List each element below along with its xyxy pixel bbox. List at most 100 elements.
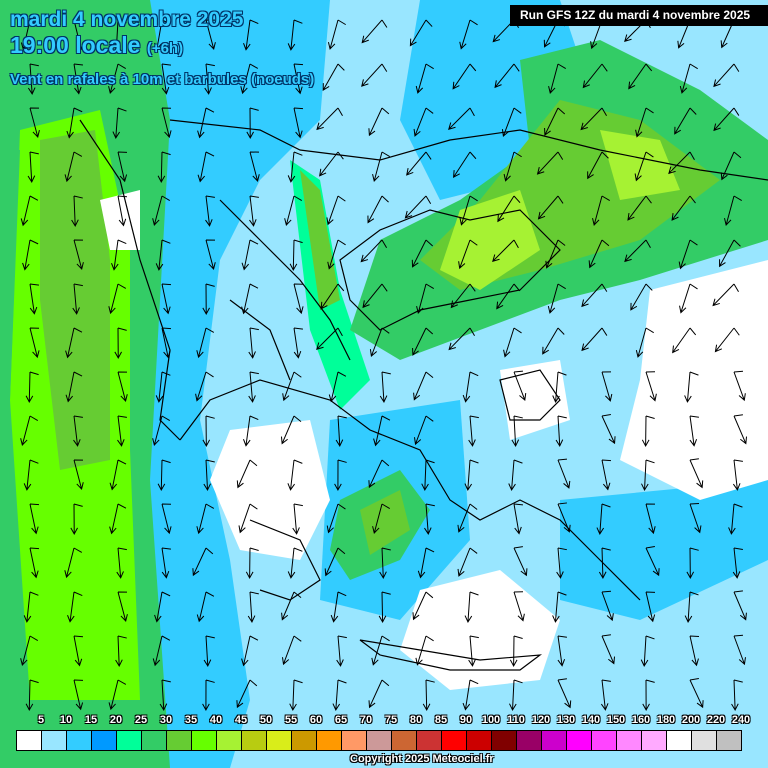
wind-barb-arrow	[557, 458, 571, 489]
wind-barb-arrow	[601, 371, 613, 402]
legend-swatch	[42, 731, 67, 750]
wind-barb-arrow	[627, 195, 652, 221]
wind-barb-arrow	[372, 503, 391, 534]
wind-barb-arrow	[415, 63, 434, 94]
legend-swatch	[417, 731, 442, 750]
legend-label: 25	[134, 714, 148, 726]
wind-barb-arrow	[378, 591, 391, 624]
wind-barb-arrow	[197, 107, 215, 139]
wind-barb-arrow	[287, 151, 303, 183]
wind-barb-arrow	[671, 195, 696, 221]
wind-barb-arrow	[152, 635, 171, 667]
legend-label: 160	[631, 714, 651, 726]
wind-barb-arrow	[64, 151, 83, 183]
legend-swatch	[242, 731, 267, 750]
wind-barb-arrow	[494, 63, 520, 89]
color-legend	[16, 730, 742, 751]
legend-swatch	[367, 731, 392, 750]
coastlines-borders	[79, 119, 768, 671]
wind-barb-arrow	[679, 283, 698, 314]
wind-barb-arrow	[152, 195, 171, 227]
wind-barb-arrow	[202, 283, 215, 316]
wind-barb-arrow	[686, 547, 699, 580]
wind-barb-arrow	[733, 634, 746, 666]
wind-barb-arrow	[379, 547, 391, 580]
wind-barb-arrow	[362, 283, 388, 309]
wind-barb-arrow	[161, 283, 172, 315]
wind-barb-arrow	[458, 239, 478, 270]
legend-label: 60	[309, 714, 323, 726]
wind-barb-arrow	[509, 635, 523, 668]
wind-barb-arrow	[330, 591, 347, 623]
wind-barb-arrow	[368, 107, 390, 137]
legend-label: 70	[359, 714, 373, 726]
legend-swatch	[267, 731, 292, 750]
wind-barb-arrow	[413, 371, 434, 401]
legend-swatch	[17, 731, 42, 750]
wind-barb-arrow	[327, 19, 346, 50]
wind-barb-arrow	[287, 19, 303, 51]
wind-barb-arrow	[109, 503, 127, 535]
wind-barb-arrow	[732, 547, 743, 579]
wind-barb-arrow	[66, 107, 83, 139]
wind-barb-arrow	[114, 327, 127, 360]
wind-barb-arrow	[109, 459, 127, 491]
wind-barb-arrow	[249, 195, 259, 227]
wind-barb-arrow	[404, 195, 432, 219]
wind-barb-arrow	[555, 415, 567, 447]
legend-swatch	[167, 731, 192, 750]
wind-barb-arrow	[281, 591, 302, 621]
legend-label: 220	[706, 714, 726, 726]
wind-barb-arrow	[409, 19, 433, 47]
wind-barb-arrow	[580, 107, 607, 131]
legend-swatch	[317, 731, 342, 750]
legend-label: 150	[606, 714, 626, 726]
wind-barb-arrow	[154, 19, 171, 51]
wind-barb-arrow	[645, 546, 660, 577]
legend-label: 40	[209, 714, 223, 726]
wind-barb-arrow	[406, 151, 432, 176]
legend-label: 240	[731, 714, 751, 726]
wind-barb-arrow	[635, 327, 654, 358]
wind-barb-arrow	[287, 459, 303, 491]
wind-barb-arrow	[448, 107, 475, 130]
wind-barb-arrow	[674, 107, 697, 135]
wind-barb-arrow	[316, 327, 343, 350]
wind-barb-arrow	[552, 591, 567, 623]
wind-barb-arrow	[293, 63, 304, 95]
wind-barb-arrow	[157, 459, 171, 492]
wind-barb-arrow	[635, 107, 654, 138]
wind-barb-arrow	[503, 327, 522, 358]
wind-barb-arrow	[29, 547, 40, 579]
wind-barb-arrow	[204, 63, 215, 95]
wind-barb-arrow	[368, 459, 390, 489]
wind-barb-arrow	[457, 503, 478, 533]
wind-barb-arrow	[712, 283, 739, 307]
wind-barb-arrow	[73, 679, 84, 711]
legend-swatch	[67, 731, 92, 750]
wind-barb-arrow	[588, 239, 610, 269]
wind-barb-arrow	[689, 458, 704, 489]
wind-barb-arrow	[20, 195, 39, 227]
wind-barb-arrow	[73, 63, 84, 95]
wind-barb-arrow	[70, 503, 83, 536]
wind-barb-arrow	[536, 151, 564, 175]
wind-barb-arrow	[634, 151, 654, 182]
wind-barb-arrow	[157, 151, 171, 184]
wind-barb-arrow	[236, 679, 258, 709]
wind-barb-arrow	[249, 151, 260, 183]
wind-barb-arrow	[450, 283, 476, 309]
legend-swatch	[117, 731, 142, 750]
wind-barb-arrow	[544, 107, 566, 136]
wind-barb-arrow	[379, 371, 391, 403]
wind-barb-arrow	[73, 415, 83, 447]
wind-barb-arrow	[65, 327, 83, 359]
wind-barb-arrow	[324, 547, 346, 577]
wind-barb-arrow	[720, 151, 742, 181]
wind-barb-arrow	[372, 151, 391, 182]
wind-barb-arrow	[282, 371, 302, 402]
wind-barb-arrow	[464, 459, 479, 491]
wind-barb-arrow	[601, 414, 616, 445]
forecast-time: 19:00 locale (+6h)	[10, 32, 183, 59]
